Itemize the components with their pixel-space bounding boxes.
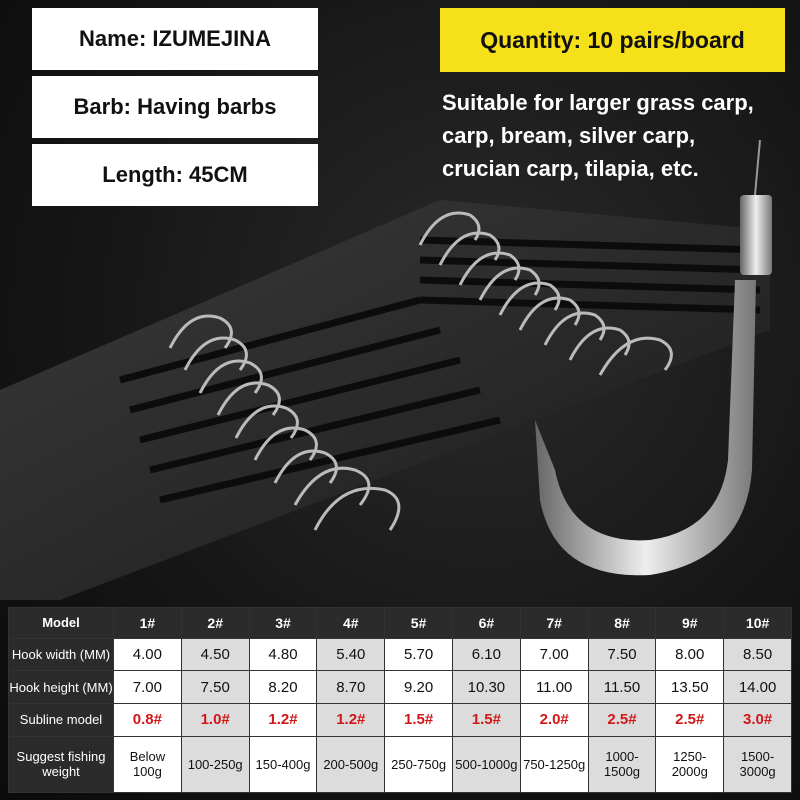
model-header: 8#: [587, 607, 657, 639]
table-cell: 8.00: [655, 637, 725, 672]
table-cell: 0.8#: [113, 703, 182, 737]
header-label: Model: [8, 607, 114, 639]
table-cell: Below 100g: [113, 735, 182, 794]
table-cell: 1.2#: [316, 703, 386, 737]
model-header: 10#: [723, 607, 792, 639]
table-cell: 8.50: [723, 637, 792, 672]
row-label: Subline model: [8, 703, 114, 737]
table-cell: 150-400g: [248, 735, 318, 794]
table-cell: 14.00: [723, 670, 792, 705]
name-label: Name: IZUMEJINA: [32, 8, 318, 70]
table-cell: 1.5#: [384, 703, 453, 737]
large-hook: [535, 139, 772, 576]
model-header: 1#: [113, 607, 182, 639]
barb-label: Barb: Having barbs: [32, 76, 318, 138]
table-cell: 7.00: [113, 670, 182, 705]
table-cell: 7.50: [587, 637, 657, 672]
table-cell: 1.5#: [451, 703, 521, 737]
table-cell: 500-1000g: [451, 735, 521, 794]
table-cell: 1250-2000g: [655, 735, 725, 794]
table-cell: 200-500g: [316, 735, 386, 794]
suitable-line: Suitable for larger grass carp,: [442, 90, 754, 115]
table-cell: 9.20: [384, 670, 453, 705]
table-cell: 5.40: [316, 637, 386, 672]
suitable-line: carp, bream, silver carp,: [442, 123, 696, 148]
table-cell: 250-750g: [384, 735, 453, 794]
model-header: 4#: [316, 607, 386, 639]
row-label: Hook height (MM): [8, 670, 114, 705]
table-row: Suggest fishing weight Below 100g 100-250g…: [8, 735, 792, 794]
table-cell: 7.00: [519, 637, 589, 672]
table-row: Hook width (MM) 4.00 4.50 4.80 5.40 5.70 6.10 7…: [8, 637, 792, 672]
table-cell: 1500-3000g: [723, 735, 792, 794]
suitable-fish-text: Suitable for larger grass carp, carp, br…: [442, 86, 800, 185]
table-cell: 11.00: [519, 670, 589, 705]
model-header: 6#: [451, 607, 521, 639]
table-cell: 2.0#: [519, 703, 589, 737]
table-cell: 11.50: [587, 670, 657, 705]
table-cell: 7.50: [180, 670, 250, 705]
table-cell: 13.50: [655, 670, 725, 705]
table-cell: 3.0#: [723, 703, 792, 737]
table-cell: 8.70: [316, 670, 386, 705]
suitable-line: crucian carp, tilapia, etc.: [442, 156, 699, 181]
row-label: Hook width (MM): [8, 637, 114, 672]
table-cell: 750-1250g: [519, 735, 589, 794]
table-cell: 10.30: [451, 670, 521, 705]
row-label: Suggest fishing weight: [8, 735, 114, 794]
table-cell: 4.00: [113, 637, 182, 672]
table-cell: 1000-1500g: [587, 735, 657, 794]
model-header: 5#: [384, 607, 453, 639]
length-label: Length: 45CM: [32, 144, 318, 206]
table-row: Hook height (MM) 7.00 7.50 8.20 8.70 9.20 10.3…: [8, 670, 792, 705]
table-cell: 4.50: [180, 637, 250, 672]
table-cell: 8.20: [248, 670, 318, 705]
spec-table: Model 1# 2# 3# 4# 5# 6# 7# 8# 9# 10# Hook width (MM…: [8, 607, 792, 794]
model-header: 9#: [655, 607, 725, 639]
table-cell: 100-250g: [180, 735, 250, 794]
table-cell: 4.80: [248, 637, 318, 672]
table-row: Subline model 0.8# 1.0# 1.2# 1.2# 1.5# 1.5# 2.0…: [8, 703, 792, 737]
table-cell: 2.5#: [655, 703, 725, 737]
table-cell: 6.10: [451, 637, 521, 672]
header-row: Model 1# 2# 3# 4# 5# 6# 7# 8# 9# 10#: [8, 607, 792, 639]
hook-board: [0, 200, 770, 600]
model-header: 7#: [519, 607, 589, 639]
table-cell: 2.5#: [587, 703, 657, 737]
table-cell: 5.70: [384, 637, 453, 672]
table-cell: 1.2#: [248, 703, 318, 737]
model-header: 3#: [248, 607, 318, 639]
quantity-badge: Quantity: 10 pairs/board: [440, 8, 785, 72]
table-cell: 1.0#: [180, 703, 250, 737]
small-hooks: [168, 211, 673, 531]
model-header: 2#: [180, 607, 250, 639]
